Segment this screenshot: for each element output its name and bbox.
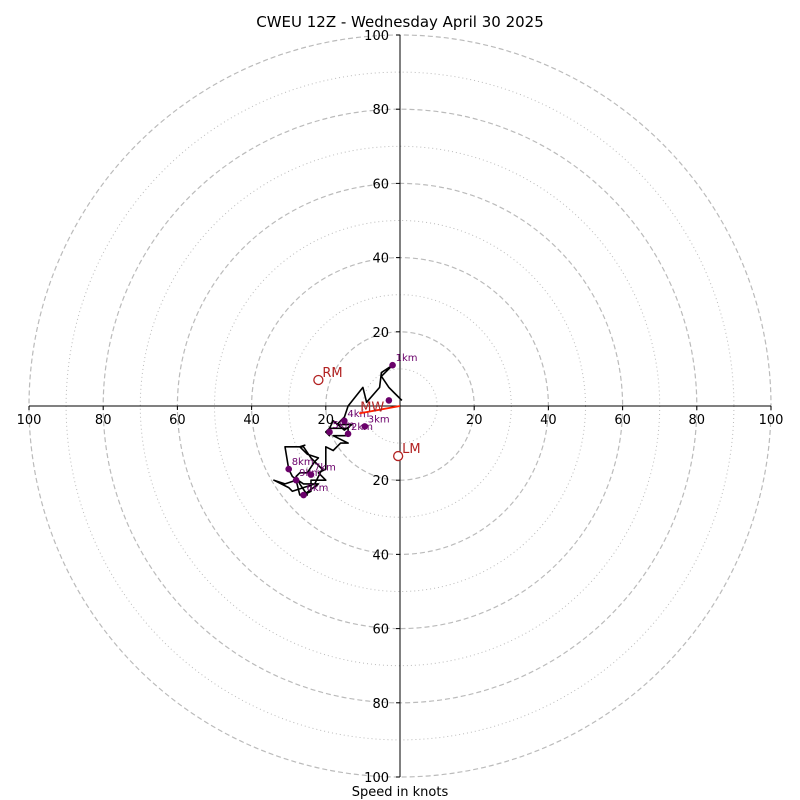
y-tick-label: 40 bbox=[372, 548, 389, 563]
height-marker-label: 9km bbox=[299, 468, 321, 479]
height-marker-dot bbox=[285, 465, 293, 473]
rm-marker bbox=[313, 374, 324, 386]
lm-label: LM bbox=[402, 442, 420, 457]
y-tick-label: 80 bbox=[372, 697, 389, 712]
mean-wind-arrow bbox=[359, 405, 401, 415]
height-marker-label: 7km bbox=[314, 463, 336, 474]
x-tick-label: 20 bbox=[466, 413, 483, 428]
axis-tick-labels: 100 80 60 40 20 20 40 60 80 100 100 80 60 40 20 20 40 60 8… bbox=[17, 29, 784, 786]
height-marker-label: 5km bbox=[333, 420, 355, 431]
height-marker-label: 2km bbox=[351, 422, 373, 433]
height-marker-dot bbox=[385, 397, 393, 404]
y-tick-label: 20 bbox=[372, 326, 389, 341]
height-marker-dot bbox=[292, 476, 300, 484]
y-tick-label: 60 bbox=[372, 177, 389, 192]
height-marker-label: 8km bbox=[292, 457, 314, 468]
x-tick-label: 40 bbox=[243, 413, 260, 428]
x-tick-label: 60 bbox=[614, 413, 631, 428]
height-marker-dot bbox=[361, 423, 369, 430]
y-tick-label: 60 bbox=[372, 623, 389, 638]
chart-title: CWEU 12Z - Wednesday April 30 2025 bbox=[256, 13, 544, 31]
x-axis-label: Speed in knots bbox=[352, 785, 449, 800]
x-tick-label: 60 bbox=[169, 413, 186, 428]
x-tick-label: 100 bbox=[17, 413, 42, 428]
height-marker-label: 4km bbox=[347, 409, 369, 420]
x-tick-label: 80 bbox=[689, 413, 706, 428]
rm-label: RM bbox=[322, 366, 342, 381]
x-tick-label: 80 bbox=[95, 413, 112, 428]
height-marker-label: 6km bbox=[307, 483, 329, 494]
y-tick-label: 80 bbox=[372, 103, 389, 118]
x-tick-label: 20 bbox=[318, 413, 335, 428]
x-tick-label: 100 bbox=[759, 413, 784, 428]
height-marker-dot bbox=[389, 361, 396, 369]
y-tick-label: 40 bbox=[372, 252, 389, 267]
storm-motion-markers: RM LM MW bbox=[313, 366, 421, 462]
height-marker-dot bbox=[307, 471, 315, 478]
y-tick-label: 20 bbox=[372, 474, 389, 489]
height-marker-label: 3km bbox=[368, 414, 390, 425]
height-marker-dot bbox=[326, 428, 333, 436]
mw-label: MW bbox=[360, 400, 384, 415]
height-marker-dot bbox=[300, 491, 307, 499]
lm-marker bbox=[392, 450, 404, 462]
height-marker-label: 1km bbox=[396, 353, 418, 364]
height-marker-dot bbox=[341, 417, 348, 425]
height-marker-dot bbox=[344, 430, 352, 438]
y-tick-label: 100 bbox=[364, 29, 389, 44]
y-tick-label: 100 bbox=[364, 771, 389, 786]
x-tick-label: 40 bbox=[540, 413, 557, 428]
